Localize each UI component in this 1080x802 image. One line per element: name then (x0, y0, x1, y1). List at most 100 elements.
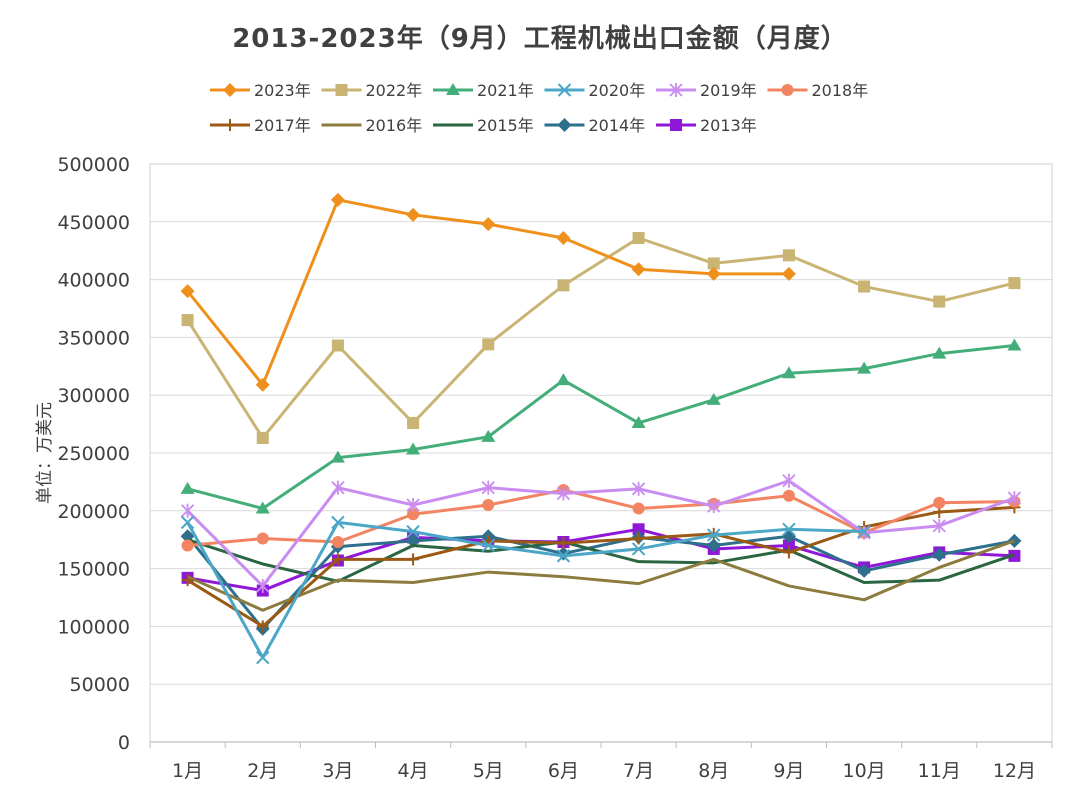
series-line (187, 344, 1015, 510)
data-point-marker (556, 486, 571, 501)
data-point-marker (406, 207, 421, 222)
data-point-marker (858, 280, 871, 293)
gridlines (149, 163, 1053, 743)
legend: 2023年 2022年 2021年 2020年 2019年 2018年 2017年 2016年… (210, 81, 868, 135)
legend-item: 2020年 (544, 81, 645, 100)
data-point-marker (857, 563, 872, 578)
data-point-marker (933, 295, 946, 308)
legend-label: 2014年 (589, 116, 646, 135)
legend-label: 2023年 (254, 81, 311, 100)
series-group (181, 231, 1021, 444)
series-line (186, 539, 1015, 612)
legend-label: 2021年 (477, 81, 534, 100)
x-tick-label: 12月 (993, 760, 1036, 782)
data-point-marker (331, 480, 345, 495)
data-point-marker (1007, 491, 1022, 506)
data-point-marker (181, 574, 194, 587)
data-point-marker (481, 217, 496, 232)
data-point-marker (556, 373, 571, 386)
series-line (186, 505, 1015, 628)
data-point-marker (482, 499, 495, 512)
series-line (186, 479, 1015, 588)
x-tick-label: 8月 (698, 760, 729, 782)
x-tick-label: 5月 (473, 760, 504, 782)
y-tick-label: 400000 (57, 270, 130, 292)
data-point-marker (256, 431, 269, 444)
data-point-marker (256, 620, 269, 633)
data-point-marker (632, 231, 645, 244)
data-point-marker (706, 266, 721, 281)
data-point-marker (331, 339, 344, 352)
data-point-marker (669, 83, 683, 97)
data-point-marker (180, 503, 195, 518)
x-tick-label: 4月 (398, 760, 429, 782)
legend-item: 2016年 (321, 116, 422, 135)
data-point-marker (857, 524, 871, 539)
data-point-marker (180, 284, 195, 299)
data-point-marker (331, 553, 344, 566)
series-group (180, 473, 1022, 593)
y-tick-label: 300000 (57, 385, 130, 407)
legend-label: 2013年 (700, 116, 757, 135)
legend-item: 2014年 (544, 116, 646, 135)
data-point-marker (556, 230, 571, 245)
data-point-marker (180, 481, 195, 494)
legend-label: 2015年 (477, 116, 534, 135)
y-tick-label: 200000 (57, 501, 130, 523)
data-point-marker (782, 473, 796, 488)
legend-item: 2022年 (321, 81, 422, 100)
y-tick-label: 50000 (70, 674, 130, 696)
data-point-marker (631, 262, 646, 277)
x-tick-label: 1月 (172, 760, 203, 782)
data-point-marker (407, 553, 420, 566)
data-point-marker (481, 429, 496, 442)
legend-item: 2018年 (767, 81, 868, 100)
chart-title: 2013-2023年（9月）工程机械出口金额（月度） (232, 24, 848, 54)
data-point-marker (331, 536, 344, 549)
series-group (180, 338, 1022, 514)
x-tick-label: 7月 (623, 760, 654, 782)
data-point-marker (707, 499, 721, 514)
y-tick-label: 350000 (57, 327, 130, 349)
data-point-marker (481, 480, 495, 495)
data-point-marker (557, 83, 572, 97)
data-point-marker (782, 522, 796, 537)
y-tick-label: 150000 (57, 559, 130, 581)
data-point-marker (406, 442, 421, 455)
data-point-marker (781, 366, 796, 379)
data-point-marker (557, 118, 572, 132)
legend-item: 2017年 (210, 116, 311, 135)
data-point-marker (255, 377, 270, 392)
data-point-marker (330, 450, 345, 463)
series-group (180, 192, 796, 392)
data-point-marker (256, 532, 269, 545)
data-point-marker (631, 542, 646, 556)
data-point-marker (407, 508, 420, 521)
data-point-marker (932, 547, 947, 562)
legend-item: 2013年 (656, 116, 757, 135)
data-point-marker (1008, 277, 1021, 290)
x-tick-label: 10月 (842, 760, 885, 782)
series-group (181, 501, 1021, 633)
data-point-marker (557, 279, 570, 292)
data-point-marker (707, 257, 720, 270)
legend-item: 2023年 (210, 81, 311, 100)
legend-item: 2019年 (656, 81, 757, 100)
data-point-marker (857, 361, 872, 374)
data-point-marker (481, 538, 495, 553)
data-point-marker (406, 524, 420, 539)
series-line (186, 520, 865, 660)
data-point-marker (180, 515, 195, 530)
series-group (180, 515, 871, 665)
data-point-marker (781, 84, 794, 96)
data-point-marker (181, 314, 194, 327)
data-point-marker (556, 546, 571, 561)
series-group (180, 529, 1022, 636)
data-point-marker (407, 416, 420, 429)
y-tick-label: 500000 (57, 154, 130, 176)
data-point-marker (335, 84, 348, 96)
series-group (181, 483, 1021, 552)
legend-label: 2017年 (254, 116, 311, 135)
data-point-marker (782, 546, 795, 559)
